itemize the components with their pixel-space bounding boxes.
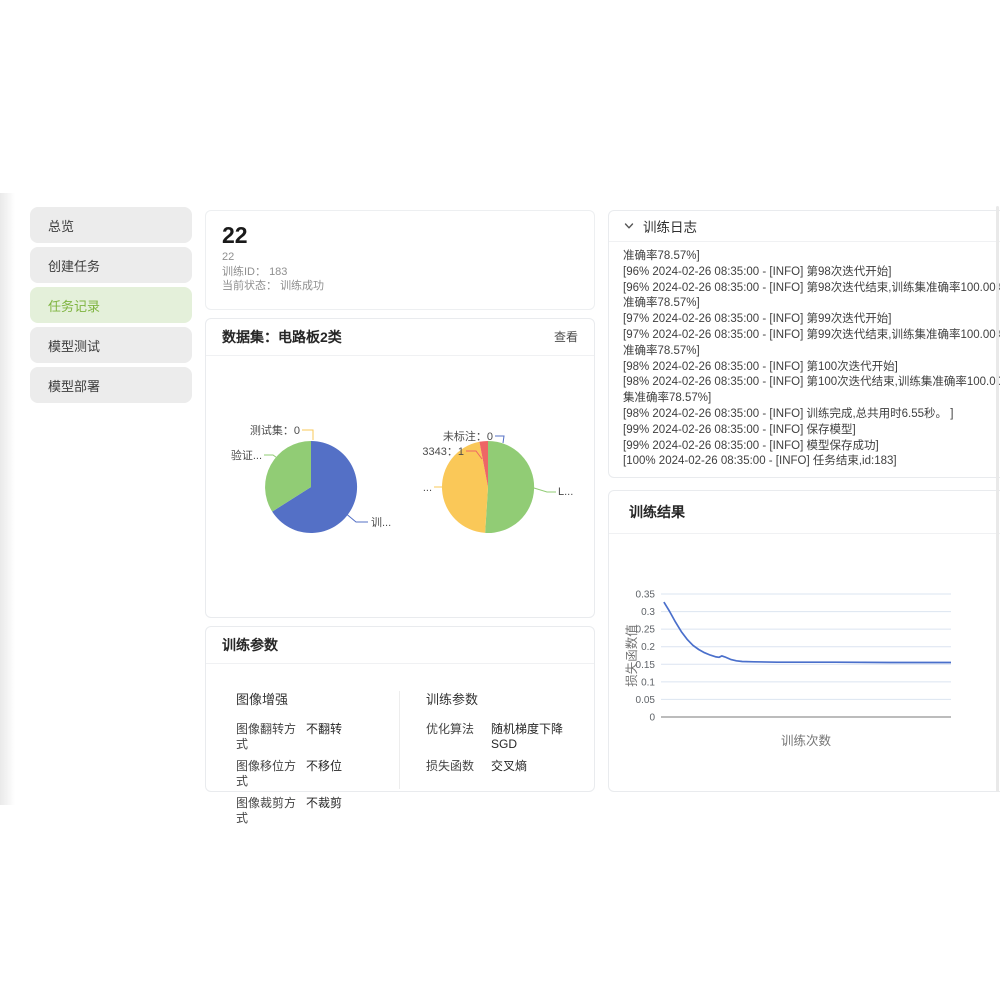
task-summary-card: 22 22 训练ID： 183 当前状态： 训练成功: [205, 210, 595, 310]
pie-label-leader: [302, 429, 314, 440]
task-subtitle: 22: [222, 251, 235, 263]
sidebar-item-model-deploy[interactable]: 模型部署: [30, 367, 192, 403]
log-line: [98% 2024-02-26 08:35:00 - [INFO] 第100次迭…: [623, 376, 1000, 389]
param-row: 优化算法 随机梯度下降 SGD: [426, 722, 586, 752]
pie-label-leader: [495, 435, 505, 444]
status-row: 当前状态： 训练成功: [222, 279, 578, 294]
y-tick-label: 0.05: [636, 695, 656, 706]
pie-slice-...: [441, 441, 488, 533]
param-row: 损失函数 交叉熵: [426, 759, 586, 774]
param-group-1: 训练参数优化算法 随机梯度下降 SGD 损失函数 交叉熵: [426, 689, 586, 781]
sidebar-item-model-test[interactable]: 模型测试: [30, 327, 192, 363]
dataset-pie-charts: 测试集：0 验证... 训... 未标注：0 3343：1... L...: [231, 423, 573, 533]
log-line: [99% 2024-02-26 08:35:00 - [INFO] 保存模型]: [623, 423, 856, 436]
param-label: 图像移位方式: [236, 759, 297, 788]
log-line: [96% 2024-02-26 08:35:00 - [INFO] 第98次迭代…: [623, 265, 892, 278]
pie-label: 3343：1: [422, 446, 464, 458]
pie-slice-3343: [479, 440, 488, 487]
sidebar-item-overview[interactable]: 总览: [30, 207, 192, 243]
train-id-label: 训练ID：: [222, 265, 266, 278]
y-tick-label: 0.15: [636, 660, 656, 671]
log-line: [97% 2024-02-26 08:35:00 - [INFO] 第99次迭代…: [623, 313, 892, 326]
x-axis-title: 训练次数: [781, 733, 832, 748]
param-label: 图像翻转方式: [236, 722, 297, 751]
train-id-row: 训练ID： 183: [222, 265, 578, 280]
y-tick-label: 0.3: [641, 607, 655, 618]
param-row: 图像移位方式 不移位: [236, 759, 396, 789]
pie-label: 验证...: [231, 448, 262, 462]
dataset-card-header: 数据集：电路板2类 查看: [206, 319, 594, 356]
y-tick-label: 0.25: [636, 625, 656, 636]
params-card-title: 训练参数: [222, 637, 278, 653]
log-lines: 准确率78.57%] [96% 2024-02-26 08:35:00 - [IN…: [609, 242, 1000, 470]
pie-slice-训练集: [272, 440, 358, 533]
dataset-card-title: 数据集：电路板2类: [222, 329, 342, 345]
status-value: 训练成功: [280, 280, 325, 292]
log-line: 准确率78.57%]: [623, 250, 700, 262]
left-edge-gradient: [0, 193, 15, 805]
chevron-down-icon[interactable]: [623, 220, 635, 232]
sidebar-item-create-task[interactable]: 创建任务: [30, 247, 192, 283]
y-tick-label: 0.2: [641, 642, 655, 653]
view-dataset-button[interactable]: 查看: [553, 330, 578, 344]
train-id-value: 183: [269, 265, 288, 278]
param-value: 不翻转: [306, 722, 343, 736]
training-log-panel: 训练日志 准确率78.57%] [96% 2024-02-26 08:35:00 …: [608, 210, 1000, 478]
status-label: 当前状态：: [222, 280, 277, 292]
y-tick-label: 0: [649, 713, 655, 724]
sidebar-item-task-records[interactable]: 任务记录: [30, 287, 192, 323]
y-axis-title: 损失函数值: [624, 624, 639, 687]
param-label: 优化算法: [426, 722, 475, 736]
param-value: 随机梯度下降 SGD: [491, 722, 564, 751]
param-row: 图像翻转方式 不翻转: [236, 722, 396, 752]
pie-label: 未标注：0: [443, 429, 493, 443]
param-value: 不移位: [306, 759, 343, 773]
log-line: 集准确率78.57%]: [623, 392, 712, 405]
log-line: [100% 2024-02-26 08:35:00 - [INFO] 任务结束,…: [623, 455, 897, 468]
params-card-header: 训练参数: [206, 627, 594, 664]
param-group-title: 训练参数: [426, 692, 479, 707]
scrollbar[interactable]: [996, 206, 999, 792]
task-title: 22: [222, 222, 248, 248]
log-line: [96% 2024-02-26 08:35:00 - [INFO] 第98次迭代…: [623, 281, 1000, 294]
dataset-split-pie: 测试集：0 验证... 训...: [231, 423, 391, 533]
pie-label: 训...: [371, 516, 391, 529]
param-group-title: 图像增强: [236, 692, 289, 707]
pie-label-leader: [533, 487, 556, 493]
param-row: 图像裁剪方式 不裁剪: [236, 796, 396, 826]
pie-slice-L...: [485, 440, 535, 533]
pie-label-leader: [466, 450, 483, 460]
param-value: 不裁剪: [306, 796, 343, 810]
pie-label-leader: [264, 454, 281, 461]
y-tick-label: 0.1: [641, 677, 655, 688]
log-line: 准确率78.57%]: [623, 297, 700, 310]
pie-slice-验证集: [265, 441, 311, 512]
pie-label: L...: [558, 486, 573, 498]
dataset-card: 数据集：电路板2类 查看 测试集：0 验证... 训... 未标注：0 3343：1..…: [205, 318, 595, 618]
param-groups-divider: [399, 691, 400, 789]
loss-line-chart: 0 0.05 0.1 0.15 0.2 0.25 0.3 0.35 训练次数 损失函数值: [624, 590, 951, 748]
pie-label: 测试集：0: [250, 423, 300, 437]
training-result-panel: 训练结果 0 0.05 0.1 0.15 0.2 0.25 0.3 0.35 训练次数 损失函数值: [608, 490, 1000, 792]
log-line: [98% 2024-02-26 08:35:00 - [INFO] 第100次迭…: [623, 360, 898, 373]
log-panel-title: 训练日志: [643, 220, 697, 235]
log-panel-header: 训练日志: [609, 211, 1000, 242]
training-params-card: 训练参数 图像增强 图像翻转方式 不翻转 图像移位方式 不移位 图像裁剪方式 不裁剪 训练参数…: [205, 626, 595, 825]
param-value: 交叉熵: [491, 759, 528, 773]
log-line: 准确率78.57%]: [623, 344, 700, 357]
log-line: [98% 2024-02-26 08:35:00 - [INFO] 训练完成,总…: [623, 407, 954, 420]
label-distribution-pie: 未标注：0 3343：1... L...: [422, 429, 573, 533]
loss-line: [663, 601, 951, 664]
log-line: [99% 2024-02-26 08:35:00 - [INFO] 模型保存成功…: [623, 439, 879, 452]
y-tick-label: 0.35: [636, 590, 656, 601]
result-panel-title: 训练结果: [629, 504, 685, 520]
param-label: 损失函数: [426, 759, 475, 773]
pie-label-leader: [343, 511, 368, 523]
result-panel-header: 训练结果: [609, 491, 1000, 534]
param-group-0: 图像增强 图像翻转方式 不翻转 图像移位方式 不移位 图像裁剪方式 不裁剪: [236, 689, 396, 833]
param-label: 图像裁剪方式: [236, 796, 297, 825]
log-line: [97% 2024-02-26 08:35:00 - [INFO] 第99次迭代…: [623, 328, 1000, 341]
pie-label: ...: [423, 482, 432, 494]
